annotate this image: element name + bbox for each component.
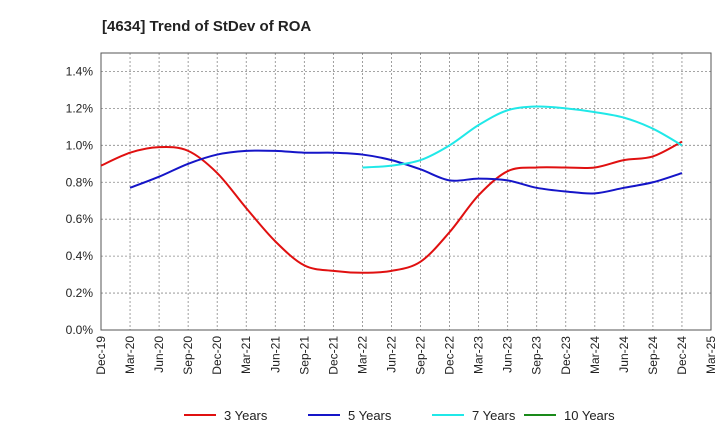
plot-area — [100, 52, 712, 331]
x-tick-label: Jun-23 — [501, 336, 515, 373]
y-axis: 0.0% 0.2% 0.4% 0.6% 0.8% 1.0% 1.2% 1.4% — [66, 64, 94, 337]
series-line-3-years — [100, 140, 683, 274]
x-tick-label: Dec-22 — [443, 336, 457, 375]
x-tick-label: Jun-24 — [617, 336, 631, 373]
x-tick-label: Mar-21 — [239, 336, 253, 374]
series-lines — [100, 105, 683, 274]
y-tick-label: 0.6% — [66, 212, 94, 226]
series-line-5-years — [129, 149, 683, 195]
legend-label-5-years: 5 Years — [348, 408, 392, 423]
x-tick-label: Sep-24 — [646, 336, 660, 375]
chart-title: [4634] Trend of StDev of ROA — [102, 18, 311, 35]
legend: 3 Years 5 Years 7 Years 10 Years — [184, 408, 615, 423]
y-tick-label: 1.4% — [66, 64, 94, 78]
y-tick-label: 0.2% — [66, 286, 94, 300]
y-tick-label: 1.0% — [66, 138, 94, 152]
x-tick-label: Jun-22 — [384, 336, 398, 373]
x-tick-label: Mar-25 — [704, 336, 718, 374]
x-tick-label: Dec-20 — [210, 336, 224, 375]
legend-label-10-years: 10 Years — [564, 408, 615, 423]
y-tick-label: 0.4% — [66, 249, 94, 263]
x-tick-label: Jun-20 — [152, 336, 166, 373]
legend-label-3-years: 3 Years — [224, 408, 268, 423]
y-tick-label: 0.0% — [66, 323, 94, 337]
x-tick-label: Mar-23 — [472, 336, 486, 374]
x-tick-label: Dec-23 — [559, 336, 573, 375]
grid — [101, 52, 711, 330]
x-tick-label: Mar-24 — [588, 336, 602, 374]
legend-label-7-years: 7 Years — [472, 408, 516, 423]
x-tick-label: Dec-24 — [675, 336, 689, 375]
x-tick-label: Sep-21 — [297, 336, 311, 375]
x-tick-label: Sep-22 — [414, 336, 428, 375]
x-tick-label: Jun-21 — [268, 336, 282, 373]
series-line-7-years — [362, 105, 683, 169]
y-tick-label: 1.2% — [66, 101, 94, 115]
x-tick-label: Mar-22 — [355, 336, 369, 374]
y-tick-label: 0.8% — [66, 175, 94, 189]
x-tick-label: Dec-19 — [94, 336, 108, 375]
x-tick-label: Dec-21 — [326, 336, 340, 375]
x-tick-label: Sep-20 — [181, 336, 195, 375]
x-tick-label: Sep-23 — [530, 336, 544, 375]
x-tick-label: Mar-20 — [123, 336, 137, 374]
x-axis: Dec-19 Mar-20 Jun-20 Sep-20 Dec-20 Mar-21 Jun-… — [94, 336, 718, 375]
